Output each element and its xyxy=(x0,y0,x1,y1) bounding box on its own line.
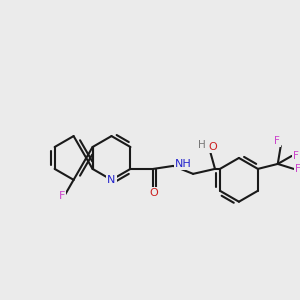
Text: F: F xyxy=(295,164,300,174)
Text: N: N xyxy=(107,175,116,185)
Text: O: O xyxy=(149,188,158,198)
Text: F: F xyxy=(293,151,298,161)
Text: H: H xyxy=(198,140,206,150)
Text: O: O xyxy=(208,142,217,152)
Text: F: F xyxy=(59,191,65,201)
Text: F: F xyxy=(274,136,280,146)
Text: NH: NH xyxy=(175,159,192,169)
